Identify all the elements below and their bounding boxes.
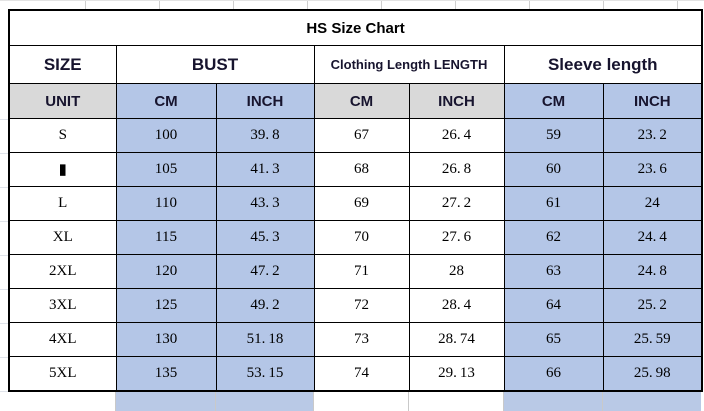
value-cell: 67 (313, 118, 410, 153)
unit-cell-bust-inch: INCH (215, 83, 315, 119)
value-cell: 45. 3 (215, 220, 315, 255)
table-row: 4XL 130 51. 18 73 28. 74 65 25. 59 (8, 322, 703, 357)
gridline-cell (503, 392, 602, 411)
unit-cell-sleeve-inch: INCH (602, 83, 703, 119)
value-cell: 135 (115, 356, 217, 392)
gridline-cell (313, 392, 408, 411)
spreadsheet-gridlines-top (0, 0, 704, 10)
gridline-cell (215, 392, 313, 411)
value-cell: 63 (503, 254, 604, 289)
value-cell: 64 (503, 288, 604, 323)
sheet: HS Size Chart SIZE BUST Clothing Length … (8, 9, 704, 411)
value-cell: 43. 3 (215, 186, 315, 221)
value-cell: 28 (408, 254, 505, 289)
table-row: 2XL 120 47. 2 71 28 63 24. 8 (8, 254, 703, 289)
value-cell: 120 (115, 254, 217, 289)
value-cell: 73 (313, 322, 410, 357)
value-cell: 65 (503, 322, 604, 357)
value-cell: 27. 2 (408, 186, 505, 221)
size-chart-table: HS Size Chart SIZE BUST Clothing Length … (8, 9, 704, 392)
unit-header-cell: UNIT (8, 83, 117, 119)
unit-row: UNIT CM INCH CM INCH CM INCH (8, 83, 703, 119)
value-cell: 41. 3 (215, 152, 315, 187)
gridline-cell (408, 392, 503, 411)
value-cell: 49. 2 (215, 288, 315, 323)
table-row: 5XL 135 53. 15 74 29. 13 66 25. 98 (8, 356, 703, 392)
column-group-clothing-length: Clothing Length LENGTH (313, 45, 505, 84)
value-cell: 24 (602, 186, 703, 221)
value-cell: 25. 59 (602, 322, 703, 357)
value-cell: 59 (503, 118, 604, 153)
table-row: 3XL 125 49. 2 72 28. 4 64 25. 2 (8, 288, 703, 323)
value-cell: 23. 6 (602, 152, 703, 187)
table-row: ▮ 105 41. 3 68 26. 8 60 23. 6 (8, 152, 703, 187)
size-label-cell: S (8, 118, 117, 153)
value-cell: 66 (503, 356, 604, 392)
column-group-row: SIZE BUST Clothing Length LENGTH Sleeve … (8, 45, 703, 84)
size-label-cell: 5XL (8, 356, 117, 392)
size-label-cell: 4XL (8, 322, 117, 357)
value-cell: 115 (115, 220, 217, 255)
table-row: S 100 39. 8 67 26. 4 59 23. 2 (8, 118, 703, 153)
table-row: XL 115 45. 3 70 27. 6 62 24. 4 (8, 220, 703, 255)
value-cell: 25. 98 (602, 356, 703, 392)
value-cell: 74 (313, 356, 410, 392)
value-cell: 70 (313, 220, 410, 255)
value-cell: 26. 8 (408, 152, 505, 187)
size-label-cell: L (8, 186, 117, 221)
column-group-size: SIZE (8, 45, 117, 84)
value-cell: 71 (313, 254, 410, 289)
gridline-cell (115, 392, 215, 411)
value-cell: 110 (115, 186, 217, 221)
value-cell: 26. 4 (408, 118, 505, 153)
unit-cell-length-inch: INCH (408, 83, 505, 119)
value-cell: 61 (503, 186, 604, 221)
size-label-cell: XL (8, 220, 117, 255)
value-cell: 39. 8 (215, 118, 315, 153)
value-cell: 25. 2 (602, 288, 703, 323)
value-cell: 125 (115, 288, 217, 323)
value-cell: 68 (313, 152, 410, 187)
title-row: HS Size Chart (8, 9, 703, 46)
size-label-cell: ▮ (8, 152, 117, 187)
value-cell: 62 (503, 220, 604, 255)
value-cell: 28. 4 (408, 288, 505, 323)
size-label-cell: 3XL (8, 288, 117, 323)
value-cell: 69 (313, 186, 410, 221)
value-cell: 53. 15 (215, 356, 315, 392)
value-cell: 28. 74 (408, 322, 505, 357)
value-cell: 23. 2 (602, 118, 703, 153)
unit-cell-sleeve-cm: CM (503, 83, 604, 119)
value-cell: 51. 18 (215, 322, 315, 357)
spreadsheet-gridlines-left (0, 119, 8, 399)
size-label-cell: 2XL (8, 254, 117, 289)
value-cell: 130 (115, 322, 217, 357)
value-cell: 24. 8 (602, 254, 703, 289)
value-cell: 72 (313, 288, 410, 323)
spreadsheet-gridlines-bottom (8, 392, 701, 411)
value-cell: 100 (115, 118, 217, 153)
gridline-cell (8, 392, 115, 411)
table-row: L 110 43. 3 69 27. 2 61 24 (8, 186, 703, 221)
value-cell: 29. 13 (408, 356, 505, 392)
value-cell: 105 (115, 152, 217, 187)
unit-cell-length-cm: CM (313, 83, 410, 119)
column-group-bust: BUST (115, 45, 315, 84)
unit-cell-bust-cm: CM (115, 83, 217, 119)
column-group-sleeve-length: Sleeve length (503, 45, 703, 84)
value-cell: 47. 2 (215, 254, 315, 289)
value-cell: 60 (503, 152, 604, 187)
value-cell: 24. 4 (602, 220, 703, 255)
page-title: HS Size Chart (8, 9, 703, 46)
value-cell: 27. 6 (408, 220, 505, 255)
gridline-cell (602, 392, 701, 411)
